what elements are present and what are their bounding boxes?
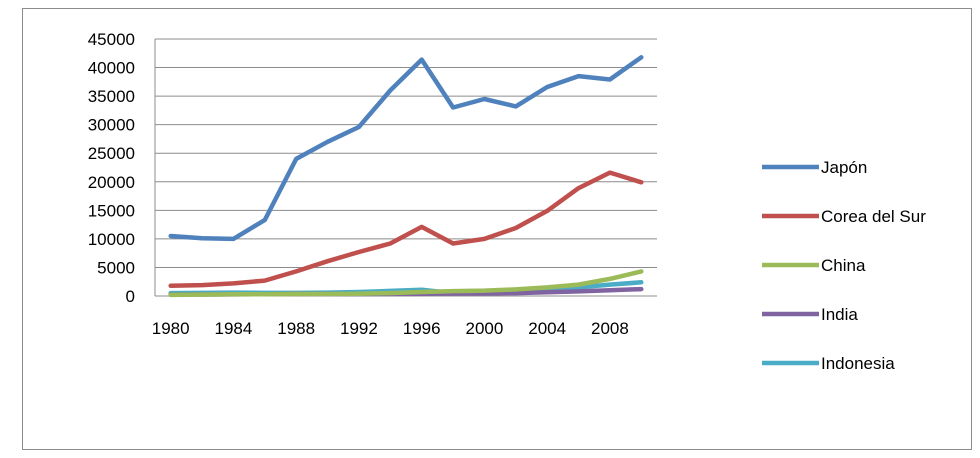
x-tick-label: 2004 xyxy=(528,319,566,338)
legend-label: Indonesia xyxy=(821,354,895,373)
x-axis: 1980 1984 1988 1992 1996 2000 2004 2008 xyxy=(152,295,657,338)
y-tick-label: 45000 xyxy=(88,30,135,49)
legend-label: Corea del Sur xyxy=(821,207,926,226)
x-tick-label: 1988 xyxy=(277,319,315,338)
y-axis: 0 5000 10000 15000 20000 25000 30000 35000 40000… xyxy=(88,30,156,306)
x-tick-label: 1984 xyxy=(215,319,253,338)
x-tick-label: 1980 xyxy=(152,319,190,338)
legend: Japón Corea del Sur China India Indonesia xyxy=(762,158,926,373)
y-tick-label: 10000 xyxy=(88,230,135,249)
y-tick-label: 15000 xyxy=(88,201,135,220)
chart-frame xyxy=(22,8,972,450)
y-tick-label: 30000 xyxy=(88,116,135,135)
legend-label: Japón xyxy=(821,158,867,177)
y-tick-label: 35000 xyxy=(88,87,135,106)
y-tick-label: 5000 xyxy=(97,258,135,277)
series-line-0 xyxy=(168,55,644,242)
legend-label: India xyxy=(821,305,858,324)
gridlines xyxy=(155,38,657,268)
y-tick-label: 20000 xyxy=(88,173,135,192)
y-tick-label: 0 xyxy=(126,287,135,306)
x-tick-label: 2000 xyxy=(466,319,504,338)
y-tick-label: 25000 xyxy=(88,144,135,163)
series-lines xyxy=(168,55,644,298)
series-line-1 xyxy=(168,170,644,288)
x-tick-label: 1996 xyxy=(403,319,441,338)
series-line-2 xyxy=(168,269,644,298)
x-tick-label: 1992 xyxy=(340,319,378,338)
y-tick-label: 40000 xyxy=(88,59,135,78)
x-tick-label: 2008 xyxy=(591,319,629,338)
legend-label: China xyxy=(821,256,866,275)
